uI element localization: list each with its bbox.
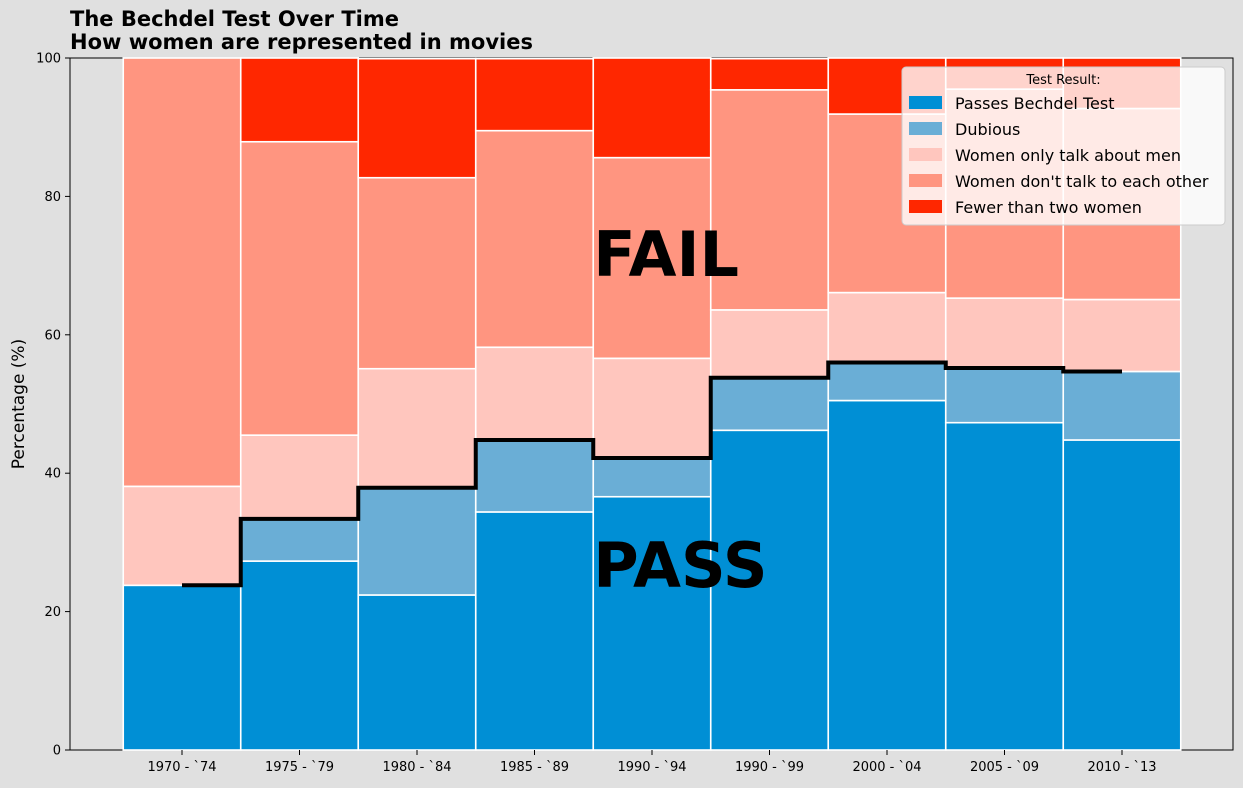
- legend-label: Fewer than two women: [955, 198, 1142, 217]
- bar-segment: [357, 486, 477, 596]
- bar-segment: [239, 57, 360, 143]
- annotation-fail: FAIL: [593, 218, 739, 291]
- y-tick-label: 80: [44, 190, 61, 205]
- bar-segment: [709, 429, 830, 751]
- annotations-group: FAIL PASS: [593, 218, 767, 602]
- legend-label: Passes Bechdel Test: [955, 94, 1114, 113]
- bar-segment: [592, 57, 712, 159]
- bar-segment: [827, 291, 947, 364]
- x-tick-label: 2000 - `04: [852, 760, 921, 775]
- bar-segment: [357, 367, 477, 489]
- bar-segment: [709, 89, 830, 311]
- x-tick-label: 1990 - `94: [617, 760, 686, 775]
- bar-segment: [709, 57, 830, 91]
- legend-label: Dubious: [955, 120, 1020, 139]
- bar-segment: [357, 176, 477, 370]
- bar-segment: [709, 376, 830, 432]
- bar-segment: [827, 399, 947, 751]
- legend-swatch: [909, 96, 942, 109]
- bar-segment: [239, 140, 360, 436]
- bar-segment: [709, 309, 830, 379]
- bar-segment: [239, 434, 360, 520]
- bar-segment: [122, 485, 242, 587]
- y-axis-label: Percentage (%): [9, 339, 29, 469]
- y-tick-label: 100: [36, 52, 61, 67]
- x-tick-label: 1985 - `89: [500, 760, 569, 775]
- y-tick-label: 40: [44, 467, 61, 482]
- x-tick-label: 2010 - `13: [1087, 760, 1156, 775]
- bar-segment: [1062, 298, 1182, 373]
- pass-line: [182, 360, 1122, 588]
- x-tick-label: 1990 - `99: [735, 760, 804, 775]
- bar-segment: [239, 560, 360, 751]
- y-tick-label: 0: [53, 744, 61, 759]
- bar-segment: [474, 511, 595, 751]
- x-tick-label: 1970 - `74: [147, 760, 216, 775]
- bar-segment: [592, 357, 712, 459]
- chart-subtitle: How women are represented in movies: [70, 30, 533, 54]
- bar-segment: [592, 457, 712, 498]
- y-axis: 0 20 40 60 80 100: [36, 52, 70, 759]
- x-tick-label: 1980 - `84: [382, 760, 451, 775]
- bar-segment: [944, 421, 1065, 751]
- bar-segment: [592, 495, 712, 751]
- x-tick-label: 1975 - `79: [265, 760, 334, 775]
- bar-segment: [827, 361, 947, 402]
- legend-swatch: [909, 148, 942, 161]
- legend-swatch: [909, 174, 942, 187]
- x-axis: 1970 - `74 1975 - `79 1980 - `84 1985 - `89…: [147, 750, 1157, 775]
- legend-swatch: [909, 200, 942, 213]
- legend-box: [901, 66, 1226, 226]
- y-tick-label: 60: [44, 328, 61, 343]
- bar-segment: [122, 584, 242, 751]
- bar-segment: [944, 367, 1065, 424]
- bar-segment: [1062, 439, 1182, 751]
- pass-line-group: [182, 360, 1122, 588]
- annotation-pass: PASS: [593, 529, 767, 602]
- bar-segment: [122, 57, 242, 488]
- bar-segment: [357, 57, 477, 179]
- chart-title: The Bechdel Test Over Time: [70, 7, 399, 31]
- bars-group: [122, 57, 1182, 751]
- bar-segment: [1062, 370, 1182, 441]
- bar-segment: [592, 156, 712, 360]
- legend-label: Women don't talk to each other: [955, 172, 1209, 191]
- legend-swatch: [909, 122, 942, 135]
- bar-segment: [474, 346, 595, 441]
- bar-segment: [944, 297, 1065, 369]
- bar-segment: [474, 439, 595, 513]
- x-tick-label: 2005 - `09: [970, 760, 1039, 775]
- bar-segment: [357, 594, 477, 751]
- legend: Test Result: Passes Bechdel Test Dubious Wo…: [901, 66, 1226, 226]
- bar-segment: [474, 129, 595, 349]
- y-tick-label: 20: [44, 605, 61, 620]
- legend-label: Women only talk about men: [955, 146, 1181, 165]
- legend-title: Test Result:: [1025, 73, 1100, 88]
- bar-segment: [239, 518, 360, 562]
- bar-segment: [474, 57, 595, 132]
